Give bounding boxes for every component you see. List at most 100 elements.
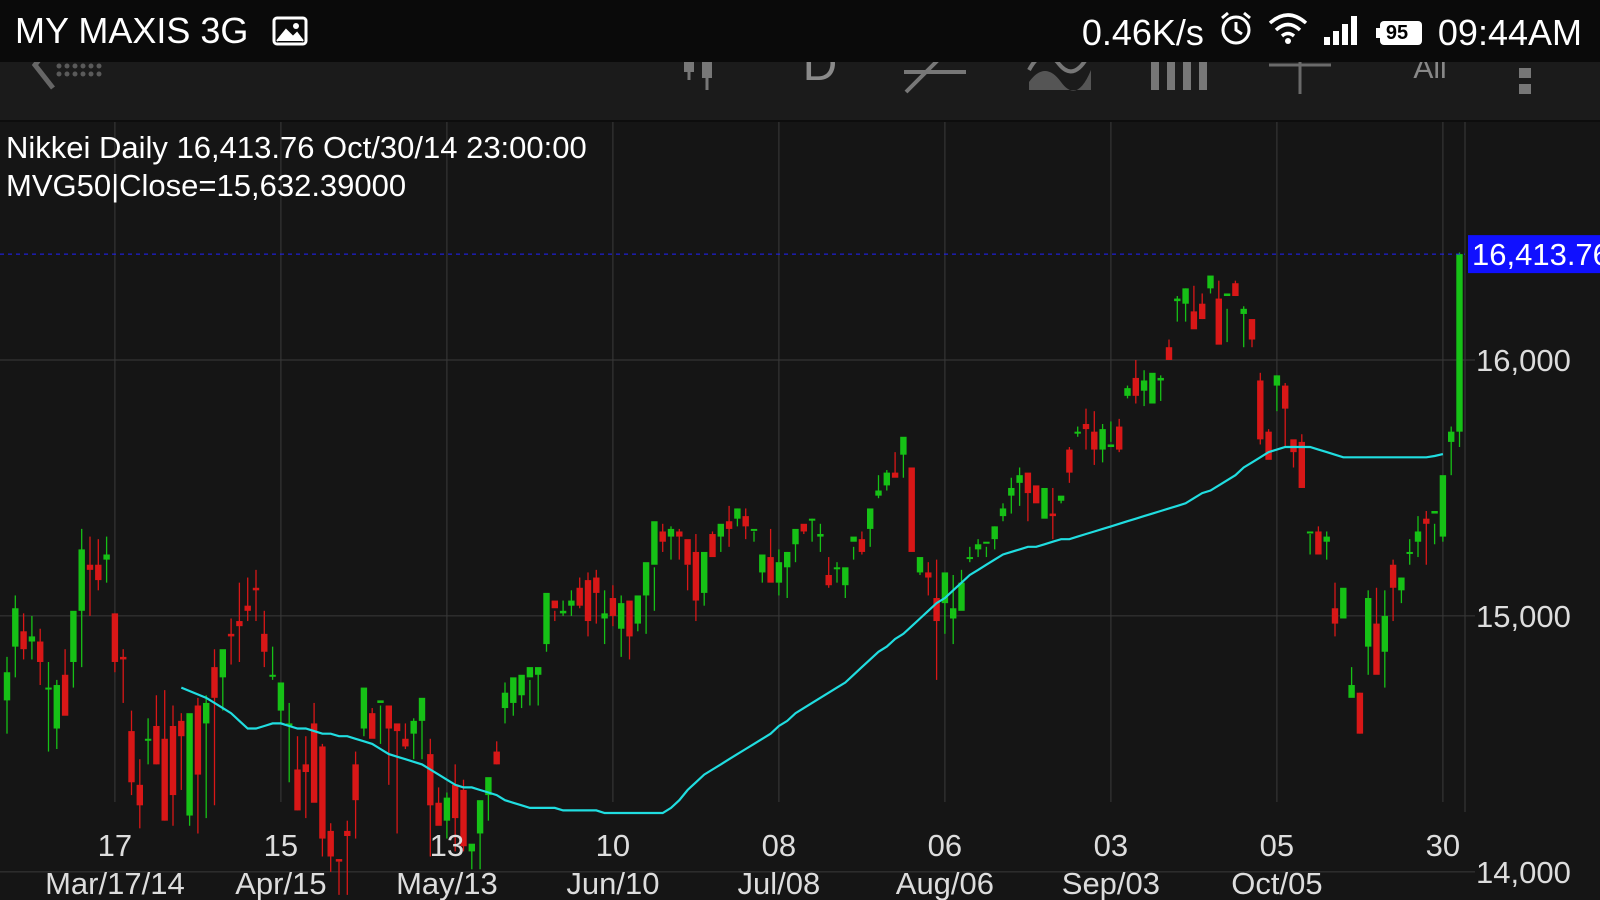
wifi-icon: [1268, 11, 1308, 54]
candle-body-down: [1082, 423, 1090, 430]
candle-body-up: [53, 685, 60, 729]
candle-body-down: [369, 713, 376, 739]
candle-body-down: [310, 723, 318, 803]
candle-body-down: [460, 789, 467, 847]
candle-body-down: [236, 621, 243, 627]
candle-body-down: [584, 580, 592, 622]
candle-body-up: [966, 557, 973, 560]
candle-body-down: [1248, 319, 1256, 340]
candle-body-down: [136, 784, 143, 806]
candle-body-up: [360, 687, 368, 729]
candle-body-down: [335, 859, 343, 862]
carrier-name: MY MAXIS 3G: [15, 10, 249, 51]
y-tick-label: 14,000: [1476, 855, 1571, 890]
candle-body-up: [418, 697, 426, 721]
x-tick-day-label: 08: [762, 828, 796, 863]
candle-body-up: [510, 677, 517, 703]
candle-body-up: [78, 549, 85, 611]
price-chart[interactable]: 14,000 15,000 16,000 17 Mar/17/14 15 Apr/15 13…: [0, 122, 1600, 900]
candle-body-down: [1165, 347, 1173, 361]
candle-body-up: [144, 738, 152, 741]
candle-body-down: [1257, 380, 1264, 440]
candle-body-up: [817, 534, 824, 537]
candle-body-down: [352, 764, 359, 801]
battery-icon: 95: [1375, 19, 1424, 47]
candle-body-up: [875, 490, 882, 496]
candle-body-up: [1365, 598, 1372, 647]
candle-body-down: [1389, 564, 1397, 588]
ma50-line: [180, 445, 1444, 815]
candle-body-up: [70, 610, 77, 662]
candle-body-down: [1423, 518, 1430, 524]
candle-body-up: [974, 544, 982, 550]
candle-body-down: [908, 467, 915, 552]
volume-bars-icon[interactable]: [1145, 30, 1215, 100]
candle-body-down: [1116, 426, 1123, 450]
x-tick-date-label: Jun/10: [566, 866, 659, 900]
candle-body-up: [1348, 685, 1355, 698]
candle-body-up: [1157, 377, 1164, 381]
candle-body-down: [86, 564, 94, 570]
candle-body-down: [684, 539, 691, 565]
candle-body-down: [302, 764, 309, 773]
candle-body-up: [277, 682, 285, 711]
y-tick-label: 16,000: [1476, 343, 1571, 378]
candle-body-up: [833, 567, 841, 570]
candle-body-up: [883, 472, 890, 486]
x-tick-day-label: 13: [430, 828, 464, 863]
alarm-icon: [1218, 10, 1254, 55]
candle-body-up: [1016, 475, 1023, 483]
last-price-tag-label: 16,413.76: [1472, 237, 1600, 272]
x-tick-day-label: 06: [928, 828, 962, 863]
candle-body-up: [991, 526, 998, 540]
candle-body-up: [501, 692, 509, 709]
candle-body-down: [709, 534, 716, 558]
candle-body-down: [327, 830, 334, 857]
x-tick-day-label: 17: [98, 828, 132, 863]
candle-body-down: [933, 598, 940, 622]
candle-body-up: [1057, 495, 1065, 501]
x-tick-day-label: 05: [1260, 828, 1294, 863]
candle-body-up: [1456, 254, 1463, 432]
candle-body-up: [535, 667, 542, 675]
candle-body-up: [759, 554, 766, 573]
candle-body-up: [186, 713, 193, 816]
candle-body-up: [1149, 372, 1156, 404]
system-status-bar: MY MAXIS 3G 0.46K/s 95 09:44AM: [0, 0, 1600, 62]
candle-body-down: [676, 531, 683, 537]
candle-body-down: [169, 725, 177, 796]
candle-body-down: [435, 802, 442, 826]
candle-body-down: [659, 531, 666, 542]
candle-body-down: [493, 751, 500, 765]
candle-body-up: [941, 572, 949, 604]
x-tick-date-label: Sep/03: [1062, 866, 1160, 900]
candle-body-down: [1049, 513, 1056, 517]
candle-body-up: [1340, 587, 1347, 619]
candle-body-up: [1439, 475, 1447, 537]
candle-body-up: [916, 557, 924, 573]
candle-body-up: [219, 649, 226, 678]
candle-body-up: [568, 600, 575, 606]
candle-body-down: [95, 564, 102, 581]
image-icon: [272, 16, 308, 51]
candle-body-down: [800, 523, 807, 532]
candle-body-down: [609, 598, 617, 616]
candle-body-up: [717, 523, 724, 537]
candle-body-up: [1099, 429, 1106, 450]
candle-body-up: [1381, 615, 1388, 652]
candle-body-down: [1298, 441, 1305, 488]
candle-body-up: [28, 636, 36, 642]
candle-body-up: [618, 603, 625, 629]
candle-body-up: [983, 541, 990, 544]
candle-body-down: [402, 738, 409, 747]
candle-body-down: [211, 667, 218, 698]
last-price-tag: [1468, 235, 1600, 274]
candle-body-up: [808, 518, 816, 521]
candle-body-up: [1414, 531, 1422, 542]
candle-body-down: [1190, 311, 1198, 330]
y-tick-label: 15,000: [1476, 599, 1571, 634]
candle-body-up: [1124, 388, 1131, 396]
x-tick-day-label: 03: [1094, 828, 1128, 863]
candle-body-up: [443, 797, 451, 821]
